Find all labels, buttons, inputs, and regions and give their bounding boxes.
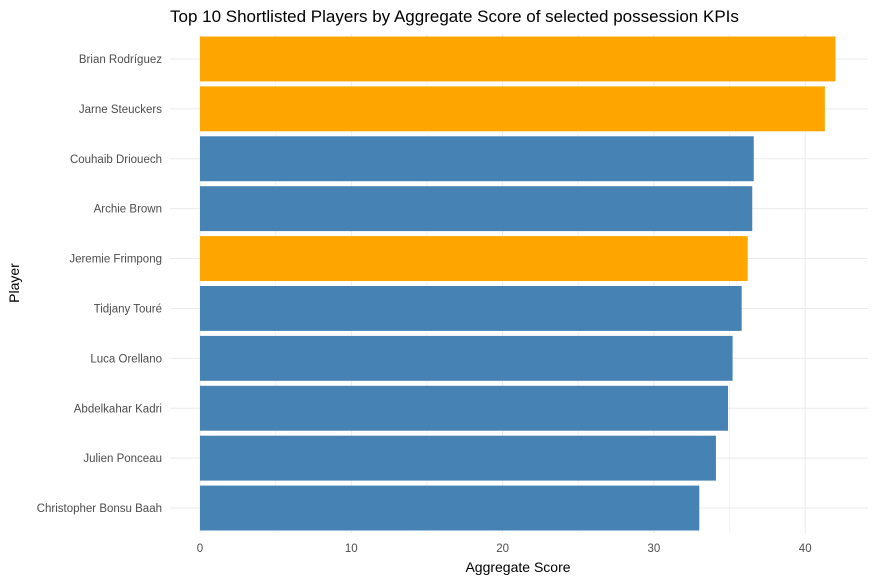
y-tick-label: Tidjany Touré [94, 303, 162, 315]
bar-7 [200, 335, 733, 381]
y-tick-label: Jarne Steuckers [79, 104, 162, 116]
bar-5 [200, 236, 748, 282]
x-axis-title: Aggregate Score [465, 559, 570, 575]
y-tick-label: Jeremie Frimpong [69, 254, 162, 266]
y-tick-label: Brian Rodríguez [79, 54, 162, 66]
bar-8 [200, 385, 729, 431]
bar-1 [200, 36, 836, 82]
y-tick-label: Archie Brown [94, 204, 162, 216]
x-tick-label: 10 [345, 543, 358, 555]
bar-6 [200, 285, 742, 331]
bar-2 [200, 86, 825, 132]
x-tick-label: 30 [648, 543, 661, 555]
bar-9 [200, 435, 716, 481]
chart-title: Top 10 Shortlisted Players by Aggregate … [170, 7, 739, 26]
y-tick-labels: Brian Rodríguez Jarne Steuckers Couhaib Dr… [37, 54, 163, 515]
y-tick-label: Abdelkahar Kadri [74, 403, 162, 415]
y-tick-label: Luca Orellano [90, 353, 162, 365]
x-tick-label: 0 [197, 543, 203, 555]
x-tick-labels: 0 10 20 30 40 [197, 543, 812, 555]
y-tick-label: Julien Ponceau [83, 453, 162, 465]
bars [200, 36, 836, 531]
x-tick-label: 20 [496, 543, 509, 555]
y-tick-label: Christopher Bonsu Baah [37, 503, 162, 515]
bar-10 [200, 485, 700, 531]
x-tick-label: 40 [799, 543, 812, 555]
y-axis-title: Player [6, 263, 22, 303]
bar-4 [200, 186, 753, 232]
y-tick-label: Couhaib Driouech [70, 154, 162, 166]
bar-3 [200, 136, 754, 182]
